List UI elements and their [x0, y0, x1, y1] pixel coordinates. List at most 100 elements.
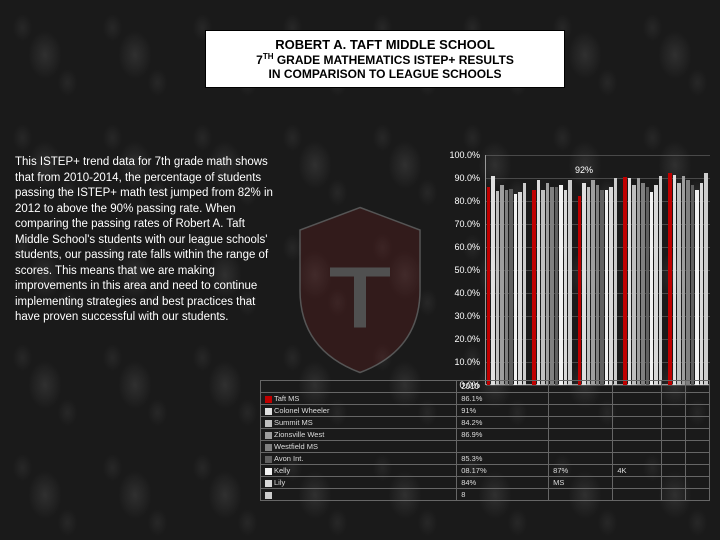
legend-label: Lily: [274, 478, 285, 487]
legend-value: [613, 417, 662, 429]
chart-bar: [659, 176, 662, 385]
legend-row: 8: [261, 489, 710, 501]
legend-value: [685, 429, 709, 441]
legend-label: Colonel Wheeler: [274, 406, 329, 415]
chart-bar: [646, 187, 649, 385]
legend-value: [613, 393, 662, 405]
chart-y-tick-label: 40.0%: [440, 288, 480, 298]
chart-bar: [682, 176, 685, 385]
legend-header-row: 2010: [261, 381, 710, 393]
legend-value: [613, 405, 662, 417]
legend-value: MS: [549, 477, 613, 489]
legend-value: 4K: [613, 465, 662, 477]
title-line-1: ROBERT A. TAFT MIDDLE SCHOOL: [216, 37, 554, 52]
chart-bar: [523, 183, 526, 385]
legend-row: Zionsville West86.9%: [261, 429, 710, 441]
legend-value: 87%: [549, 465, 613, 477]
legend-value: [685, 441, 709, 453]
legend-value: [613, 429, 662, 441]
chart-bar: [518, 192, 521, 385]
legend-value: 85.3%: [457, 453, 549, 465]
legend-label: Summit MS: [274, 418, 313, 427]
legend-label: Avon Int.: [274, 454, 303, 463]
chart-bar: [609, 187, 612, 385]
legend-value: 86.9%: [457, 429, 549, 441]
legend-value: 84%: [457, 477, 549, 489]
chart-bar: [555, 187, 558, 385]
legend-value: [685, 465, 709, 477]
legend-value: [613, 477, 662, 489]
chart-bar: [514, 194, 517, 385]
chart-bar: [695, 190, 698, 386]
legend-value: [661, 465, 685, 477]
legend-swatch: [265, 432, 272, 439]
legend-label: Kelly: [274, 466, 290, 475]
chart-bar: [568, 180, 571, 385]
legend-value: [549, 441, 613, 453]
legend-value: [549, 429, 613, 441]
chart-bar: [591, 180, 594, 385]
legend-swatch: [265, 492, 272, 499]
legend-value: [613, 441, 662, 453]
chart-y-tick-label: 20.0%: [440, 334, 480, 344]
chart-bar: [641, 183, 644, 385]
legend-value: [549, 405, 613, 417]
legend-value: [661, 417, 685, 429]
chart-bar: [677, 183, 680, 385]
legend-value: 84.2%: [457, 417, 549, 429]
legend-value: [613, 489, 662, 501]
legend-value: [661, 429, 685, 441]
legend-value: [685, 393, 709, 405]
chart-y-tick-label: 90.0%: [440, 173, 480, 183]
chart-bar: [487, 187, 490, 385]
legend-value: [549, 417, 613, 429]
chart-bar: [532, 190, 535, 386]
chart-bar: [537, 180, 540, 385]
legend-value: [661, 477, 685, 489]
legend-value: [685, 405, 709, 417]
legend-value: [549, 453, 613, 465]
chart-callout-value: 92%: [575, 165, 593, 175]
legend-value: [457, 441, 549, 453]
legend-swatch: [265, 456, 272, 463]
legend-value: [661, 453, 685, 465]
legend-value: [661, 405, 685, 417]
chart-bar: [654, 185, 657, 385]
chart-bar: [596, 185, 599, 385]
legend-value: [661, 489, 685, 501]
legend-value: [549, 489, 613, 501]
chart-bar: [686, 180, 689, 385]
chart-bar: [559, 185, 562, 385]
legend-row: Avon Int. 85.3%: [261, 453, 710, 465]
title-line-2-rest: GRADE MATHEMATICS ISTEP+ RESULTS: [274, 53, 514, 67]
chart-y-tick-label: 30.0%: [440, 311, 480, 321]
chart-bar: [491, 176, 494, 385]
legend-swatch: [265, 396, 272, 403]
chart-bar: [600, 190, 603, 386]
legend-row: Kelly08.17%87%4K: [261, 465, 710, 477]
chart-bar: [505, 190, 508, 386]
chart-bar: [623, 177, 626, 385]
chart-y-tick-label: 80.0%: [440, 196, 480, 206]
body-paragraph: This ISTEP+ trend data for 7th grade mat…: [15, 155, 275, 326]
legend-row: Westfield MS: [261, 441, 710, 453]
legend-row: Taft MS 86.1%: [261, 393, 710, 405]
bar-chart: 0.0%10.0%20.0%30.0%40.0%50.0%60.0%70.0%8…: [440, 155, 710, 385]
chart-bar: [704, 173, 707, 385]
legend-value: [685, 489, 709, 501]
chart-y-tick-label: 60.0%: [440, 242, 480, 252]
legend-label: Taft MS: [274, 394, 299, 403]
chart-bar: [700, 183, 703, 385]
legend-swatch: [265, 468, 272, 475]
legend-value: [661, 441, 685, 453]
legend-value: [613, 453, 662, 465]
chart-bar: [496, 191, 499, 385]
legend-value: 86.1%: [457, 393, 549, 405]
chart-y-tick-label: 50.0%: [440, 265, 480, 275]
legend-value: [685, 477, 709, 489]
legend-value: [549, 393, 613, 405]
chart-bar: [605, 190, 608, 386]
legend-row: Summit MS 84.2%: [261, 417, 710, 429]
title-line-3: IN COMPARISON TO LEAGUE SCHOOLS: [216, 67, 554, 81]
chart-y-tick-label: 10.0%: [440, 357, 480, 367]
